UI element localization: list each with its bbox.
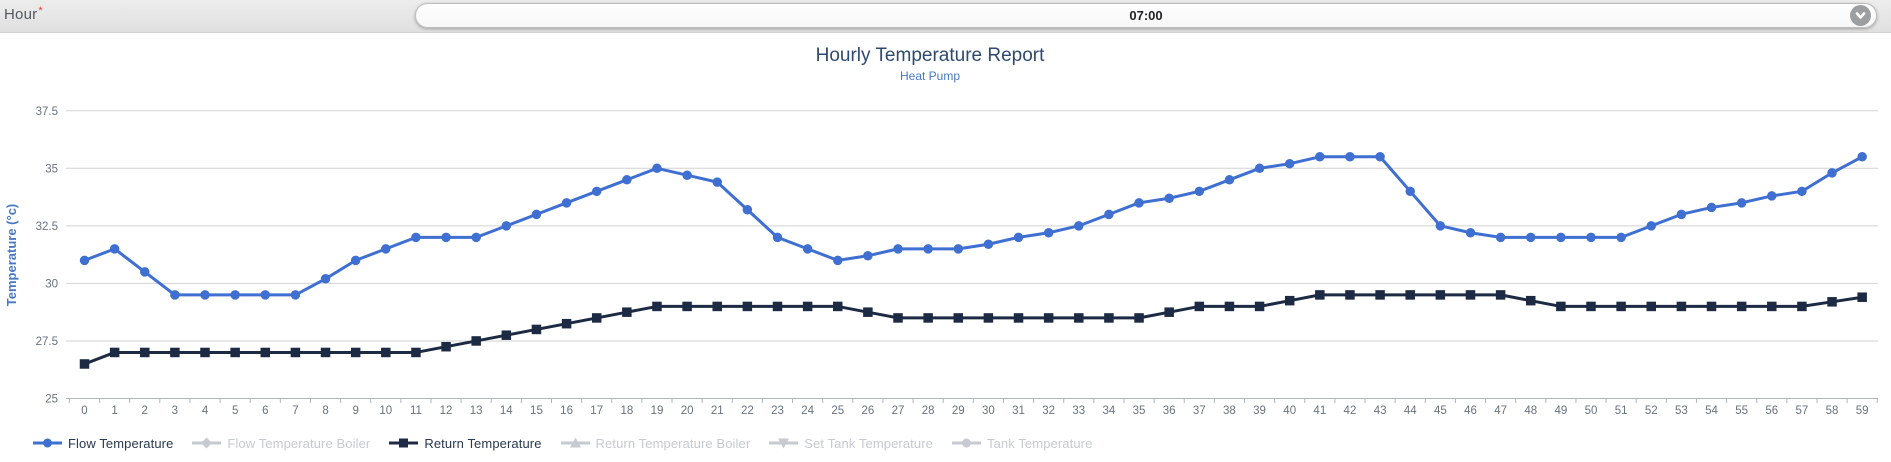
svg-text:47: 47 bbox=[1494, 405, 1507, 417]
circle-marker-icon bbox=[952, 438, 981, 448]
svg-text:23: 23 bbox=[771, 405, 784, 417]
square-marker-icon bbox=[389, 438, 419, 448]
svg-text:18: 18 bbox=[620, 405, 633, 417]
svg-text:14: 14 bbox=[500, 405, 513, 417]
legend-item-set-tank-temperature[interactable]: Set Tank Temperature bbox=[769, 436, 933, 451]
svg-text:37.5: 37.5 bbox=[36, 106, 58, 118]
chevron-down-icon[interactable] bbox=[1850, 5, 1871, 26]
legend-item-label: Tank Temperature bbox=[987, 435, 1093, 451]
svg-text:58: 58 bbox=[1826, 405, 1839, 417]
svg-text:52: 52 bbox=[1645, 405, 1658, 417]
svg-text:2: 2 bbox=[142, 405, 148, 417]
svg-text:45: 45 bbox=[1434, 405, 1447, 417]
svg-text:54: 54 bbox=[1705, 405, 1718, 417]
legend-item-flow-temperature-boiler[interactable]: Flow Temperature Boiler bbox=[192, 436, 370, 451]
legend-item-label: Flow Temperature bbox=[68, 435, 174, 451]
svg-text:30: 30 bbox=[45, 278, 58, 290]
svg-text:22: 22 bbox=[741, 405, 754, 417]
svg-text:46: 46 bbox=[1464, 405, 1477, 417]
legend-item-tank-temperature[interactable]: Tank Temperature bbox=[952, 436, 1092, 451]
required-asterisk: * bbox=[38, 5, 43, 17]
hour-dropdown[interactable]: 07:00 bbox=[415, 3, 1877, 28]
svg-text:33: 33 bbox=[1072, 405, 1085, 417]
svg-text:29: 29 bbox=[952, 405, 965, 417]
svg-text:36: 36 bbox=[1163, 405, 1176, 417]
chart-title: Hourly Temperature Report bbox=[815, 45, 1045, 66]
svg-text:31: 31 bbox=[1012, 405, 1025, 417]
svg-text:6: 6 bbox=[262, 405, 268, 417]
svg-text:51: 51 bbox=[1615, 405, 1628, 417]
svg-text:Temperature (°c): Temperature (°c) bbox=[4, 204, 19, 306]
svg-text:48: 48 bbox=[1524, 405, 1537, 417]
svg-text:42: 42 bbox=[1344, 405, 1357, 417]
svg-text:32.5: 32.5 bbox=[36, 221, 58, 233]
legend-item-label: Set Tank Temperature bbox=[804, 435, 933, 451]
svg-text:49: 49 bbox=[1554, 405, 1567, 417]
hour-label-text: Hour bbox=[4, 6, 38, 23]
svg-text:43: 43 bbox=[1374, 405, 1387, 417]
svg-text:10: 10 bbox=[379, 405, 392, 417]
chart-legend: Flow Temperature Flow Temperature Boiler R… bbox=[33, 434, 1092, 452]
triangle-down-marker-icon bbox=[769, 438, 799, 449]
svg-text:7: 7 bbox=[292, 405, 298, 417]
svg-text:35: 35 bbox=[45, 163, 58, 175]
svg-text:35: 35 bbox=[1133, 405, 1146, 417]
svg-text:0: 0 bbox=[81, 405, 87, 417]
legend-item-label: Flow Temperature Boiler bbox=[227, 435, 371, 451]
svg-text:32: 32 bbox=[1042, 405, 1055, 417]
svg-text:56: 56 bbox=[1765, 405, 1778, 417]
svg-text:3: 3 bbox=[172, 405, 178, 417]
svg-text:25: 25 bbox=[831, 405, 844, 417]
svg-text:21: 21 bbox=[711, 405, 724, 417]
svg-text:27.5: 27.5 bbox=[36, 336, 58, 348]
svg-text:5: 5 bbox=[232, 405, 238, 417]
triangle-up-marker-icon bbox=[560, 437, 590, 448]
svg-text:16: 16 bbox=[560, 405, 573, 417]
form-bar: Hour* 07:00 bbox=[0, 0, 1891, 33]
hour-dropdown-value: 07:00 bbox=[1129, 8, 1163, 23]
svg-text:20: 20 bbox=[681, 405, 694, 417]
svg-text:38: 38 bbox=[1223, 405, 1236, 417]
chart: Hourly Temperature Report Heat Pump 25 27… bbox=[0, 33, 1891, 462]
svg-text:12: 12 bbox=[440, 405, 453, 417]
circle-marker-icon bbox=[33, 438, 62, 448]
svg-text:41: 41 bbox=[1313, 405, 1326, 417]
svg-text:40: 40 bbox=[1283, 405, 1296, 417]
svg-text:59: 59 bbox=[1856, 405, 1869, 417]
chart-subtitle: Heat Pump bbox=[899, 69, 961, 83]
svg-text:57: 57 bbox=[1796, 405, 1809, 417]
svg-text:34: 34 bbox=[1103, 405, 1116, 417]
svg-text:11: 11 bbox=[410, 405, 422, 417]
svg-text:8: 8 bbox=[322, 405, 328, 417]
hour-label: Hour* bbox=[4, 5, 43, 24]
svg-text:55: 55 bbox=[1735, 405, 1748, 417]
legend-item-label: Return Temperature Boiler bbox=[595, 435, 751, 451]
svg-text:19: 19 bbox=[651, 405, 664, 417]
svg-text:1: 1 bbox=[111, 405, 117, 417]
svg-text:28: 28 bbox=[922, 405, 935, 417]
legend-item-return-temperature[interactable]: Return Temperature bbox=[389, 436, 541, 451]
svg-text:9: 9 bbox=[352, 405, 358, 417]
legend-item-return-temperature-boiler[interactable]: Return Temperature Boiler bbox=[560, 435, 751, 451]
diamond-marker-icon bbox=[192, 437, 222, 449]
legend-item-label: Return Temperature bbox=[424, 435, 542, 451]
svg-text:39: 39 bbox=[1253, 405, 1266, 417]
svg-text:37: 37 bbox=[1193, 405, 1206, 417]
svg-text:30: 30 bbox=[982, 405, 995, 417]
svg-text:27: 27 bbox=[892, 405, 905, 417]
svg-text:4: 4 bbox=[202, 405, 209, 417]
svg-text:50: 50 bbox=[1585, 405, 1598, 417]
svg-text:24: 24 bbox=[801, 405, 814, 417]
svg-text:15: 15 bbox=[530, 405, 543, 417]
svg-text:53: 53 bbox=[1675, 405, 1688, 417]
svg-text:44: 44 bbox=[1404, 405, 1417, 417]
svg-text:13: 13 bbox=[470, 405, 483, 417]
svg-text:17: 17 bbox=[590, 405, 603, 417]
svg-text:26: 26 bbox=[861, 405, 874, 417]
legend-item-flow-temperature[interactable]: Flow Temperature bbox=[33, 436, 173, 451]
svg-text:25: 25 bbox=[45, 394, 58, 406]
